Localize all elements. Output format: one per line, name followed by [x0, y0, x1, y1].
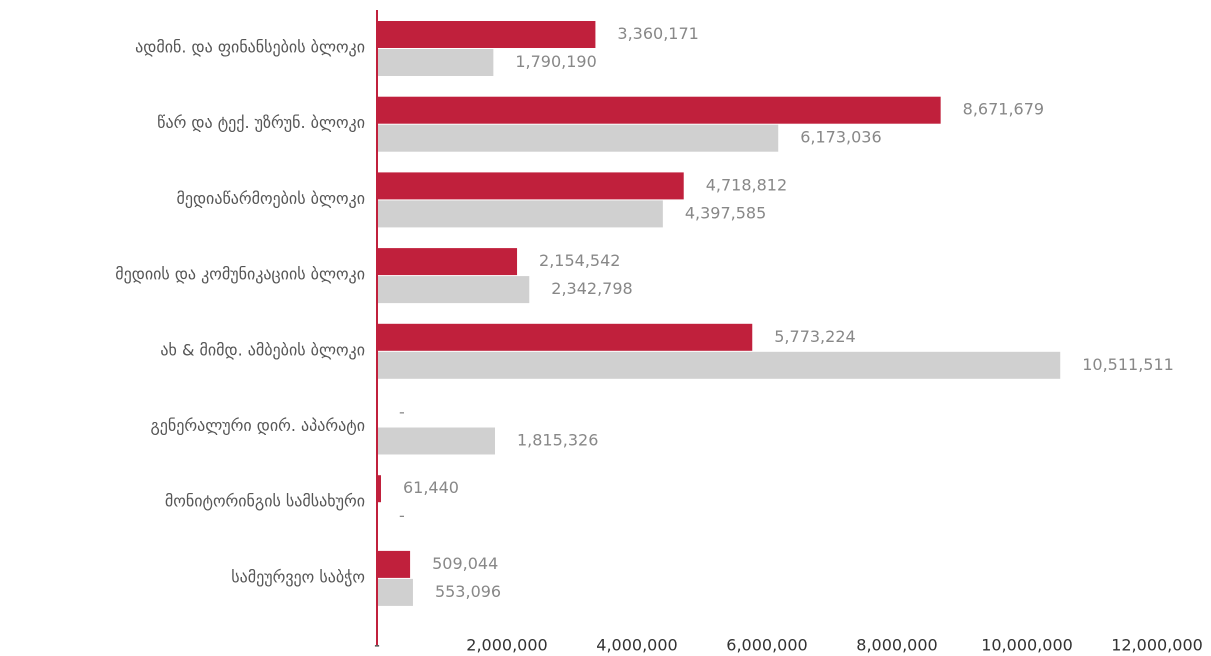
category-label: მონიტორინგის სამსახური [165, 492, 365, 511]
bar [377, 550, 411, 578]
bar [377, 49, 494, 76]
bar [377, 200, 663, 228]
value-label: 61,440 [403, 478, 459, 497]
bar [377, 276, 530, 304]
value-label: 4,718,812 [706, 175, 787, 194]
category-label: გენერალური დირ. აპარატი [150, 416, 365, 435]
x-tick-label: 8,000,000 [856, 636, 937, 655]
bar [377, 578, 413, 606]
x-tick-label: 6,000,000 [726, 636, 807, 655]
x-tick-label: - [374, 636, 380, 655]
bar [377, 248, 518, 276]
value-label: 1,815,326 [517, 431, 598, 450]
bar [377, 21, 596, 48]
value-label: 5,773,224 [774, 327, 855, 346]
category-label: მედიის და კომუნიკაციის ბლოკი [115, 265, 365, 284]
x-tick-label: 12,000,000 [1111, 636, 1203, 655]
x-tick-label: 2,000,000 [466, 636, 547, 655]
value-label: 4,397,585 [685, 203, 766, 222]
bar [377, 475, 381, 503]
bar [377, 323, 753, 351]
category-label: ადმინ. და ფინანსების ბლოკი [135, 38, 365, 57]
value-label: - [399, 403, 405, 422]
value-label: 10,511,511 [1082, 355, 1174, 374]
value-label: 509,044 [432, 554, 498, 573]
bar [377, 351, 1061, 379]
value-label: 1,790,190 [515, 52, 596, 71]
category-label: მედიაწარმოების ბლოკი [176, 189, 365, 208]
category-label: ახ & მიმდ. ამბების ბლოკი [160, 340, 365, 359]
value-label: 2,342,798 [551, 279, 632, 298]
value-label: 3,360,171 [617, 24, 698, 43]
value-label: 553,096 [435, 582, 501, 601]
value-label: 2,154,542 [539, 251, 620, 270]
bar [377, 96, 941, 124]
bar [377, 172, 684, 200]
bar [377, 427, 495, 455]
x-tick-label: 4,000,000 [596, 636, 677, 655]
bar [377, 124, 779, 152]
value-label: 8,671,679 [963, 100, 1044, 119]
value-label: 6,173,036 [800, 128, 881, 147]
category-label: წარ და ტექ. უზრუნ. ბლოკი [157, 113, 365, 132]
category-label: სამეურვეო საბჭო [231, 567, 365, 586]
x-tick-label: 10,000,000 [981, 636, 1073, 655]
value-label: - [399, 506, 405, 525]
